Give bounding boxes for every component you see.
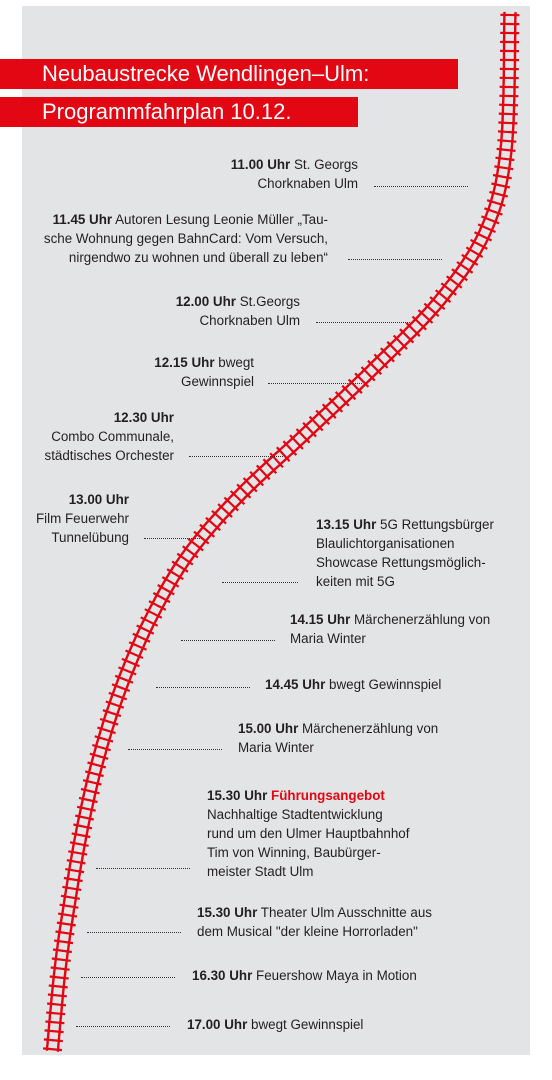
event-text: Autoren Lesung Leonie Müller „Tau- sche … xyxy=(43,212,328,265)
event-text: bwegt Gewinnspiel xyxy=(247,1017,364,1032)
event-1445: 14.45 Uhr bwegt Gewinnspiel xyxy=(265,675,441,694)
event-text: Märchenerzählung von Maria Winter xyxy=(238,721,439,755)
event-text: Film Feuerwehr Tunnelübung xyxy=(35,511,129,545)
leader-dots xyxy=(374,186,468,187)
leader-dots xyxy=(189,456,283,457)
title-line-1: Neubaustrecke Wendlingen–Ulm: xyxy=(0,59,458,89)
event-time: 13.15 Uhr xyxy=(316,517,377,532)
event-1230: 12.30 Uhr Combo Communale, städtisches O… xyxy=(45,408,175,465)
event-1415: 14.15 Uhr Märchenerzählung von Maria Win… xyxy=(290,610,490,648)
event-time: 12.30 Uhr xyxy=(113,410,174,425)
event-text: Nachhaltige Stadtentwicklung rund um den… xyxy=(207,807,410,879)
leader-dots xyxy=(222,582,298,583)
event-time: 14.15 Uhr xyxy=(290,612,351,627)
event-text: Märchenerzählung von Maria Winter xyxy=(290,612,491,646)
event-1215: 12.15 Uhr bwegt Gewinnspiel xyxy=(154,353,254,391)
event-text: Feuershow Maya in Motion xyxy=(252,968,417,983)
event-1500: 15.00 Uhr Märchenerzählung von Maria Win… xyxy=(238,719,438,757)
event-time: 15.30 Uhr xyxy=(207,788,268,803)
event-text: bwegt Gewinnspiel xyxy=(181,355,254,389)
leader-dots xyxy=(87,932,181,933)
leader-dots xyxy=(348,259,442,260)
event-1145: 11.45 Uhr Autoren Lesung Leonie Müller „… xyxy=(44,210,328,267)
event-time: 12.00 Uhr xyxy=(175,294,236,309)
event-text: bwegt Gewinnspiel xyxy=(325,677,442,692)
leader-dots xyxy=(128,749,222,750)
event-1700: 17.00 Uhr bwegt Gewinnspiel xyxy=(187,1015,363,1034)
leader-dots xyxy=(144,538,202,539)
event-time: 16.30 Uhr xyxy=(192,968,253,983)
event-time: 11.45 Uhr xyxy=(52,212,113,227)
event-time: 13.00 Uhr xyxy=(68,492,129,507)
event-1630: 16.30 Uhr Feuershow Maya in Motion xyxy=(192,966,417,985)
event-text: 5G Rettungsbürger Blaulichtorganisatione… xyxy=(316,517,494,589)
event-text: Theater Ulm Ausschnitte aus dem Musical … xyxy=(197,905,432,939)
event-text: Combo Communale, städtisches Orchester xyxy=(44,429,175,463)
event-1315: 13.15 Uhr 5G Rettungsbürger Blaulichtorg… xyxy=(316,515,494,591)
event-time: 11.00 Uhr xyxy=(230,157,291,172)
event-time: 14.45 Uhr xyxy=(265,677,326,692)
event-time: 17.00 Uhr xyxy=(187,1017,248,1032)
title-line-2: Programmfahrplan 10.12. xyxy=(0,97,358,127)
leader-dots xyxy=(268,383,362,384)
event-time: 15.30 Uhr xyxy=(197,905,258,920)
event-text: St. Georgs Chorknaben Ulm xyxy=(257,157,358,191)
leader-dots xyxy=(76,1026,170,1027)
leader-dots xyxy=(96,868,190,869)
leader-dots xyxy=(181,640,275,641)
event-time: 15.00 Uhr xyxy=(238,721,299,736)
leader-dots xyxy=(316,322,410,323)
event-1530-theater: 15.30 Uhr Theater Ulm Ausschnitte aus de… xyxy=(197,903,432,941)
leader-dots xyxy=(81,977,175,978)
event-1300: 13.00 Uhr Film Feuerwehr Tunnelübung xyxy=(36,490,129,547)
event-1200: 12.00 Uhr St.Georgs Chorknaben Ulm xyxy=(176,292,300,330)
leader-dots xyxy=(156,687,250,688)
event-time: 12.15 Uhr xyxy=(154,355,215,370)
event-1530-tour: 15.30 Uhr Führungsangebot Nachhaltige St… xyxy=(207,786,409,881)
background-panel xyxy=(22,6,530,1055)
event-text: St.Georgs Chorknaben Ulm xyxy=(199,294,300,328)
tour-highlight: Führungsangebot xyxy=(271,788,385,803)
event-1100: 11.00 Uhr St. Georgs Chorknaben Ulm xyxy=(231,155,358,193)
